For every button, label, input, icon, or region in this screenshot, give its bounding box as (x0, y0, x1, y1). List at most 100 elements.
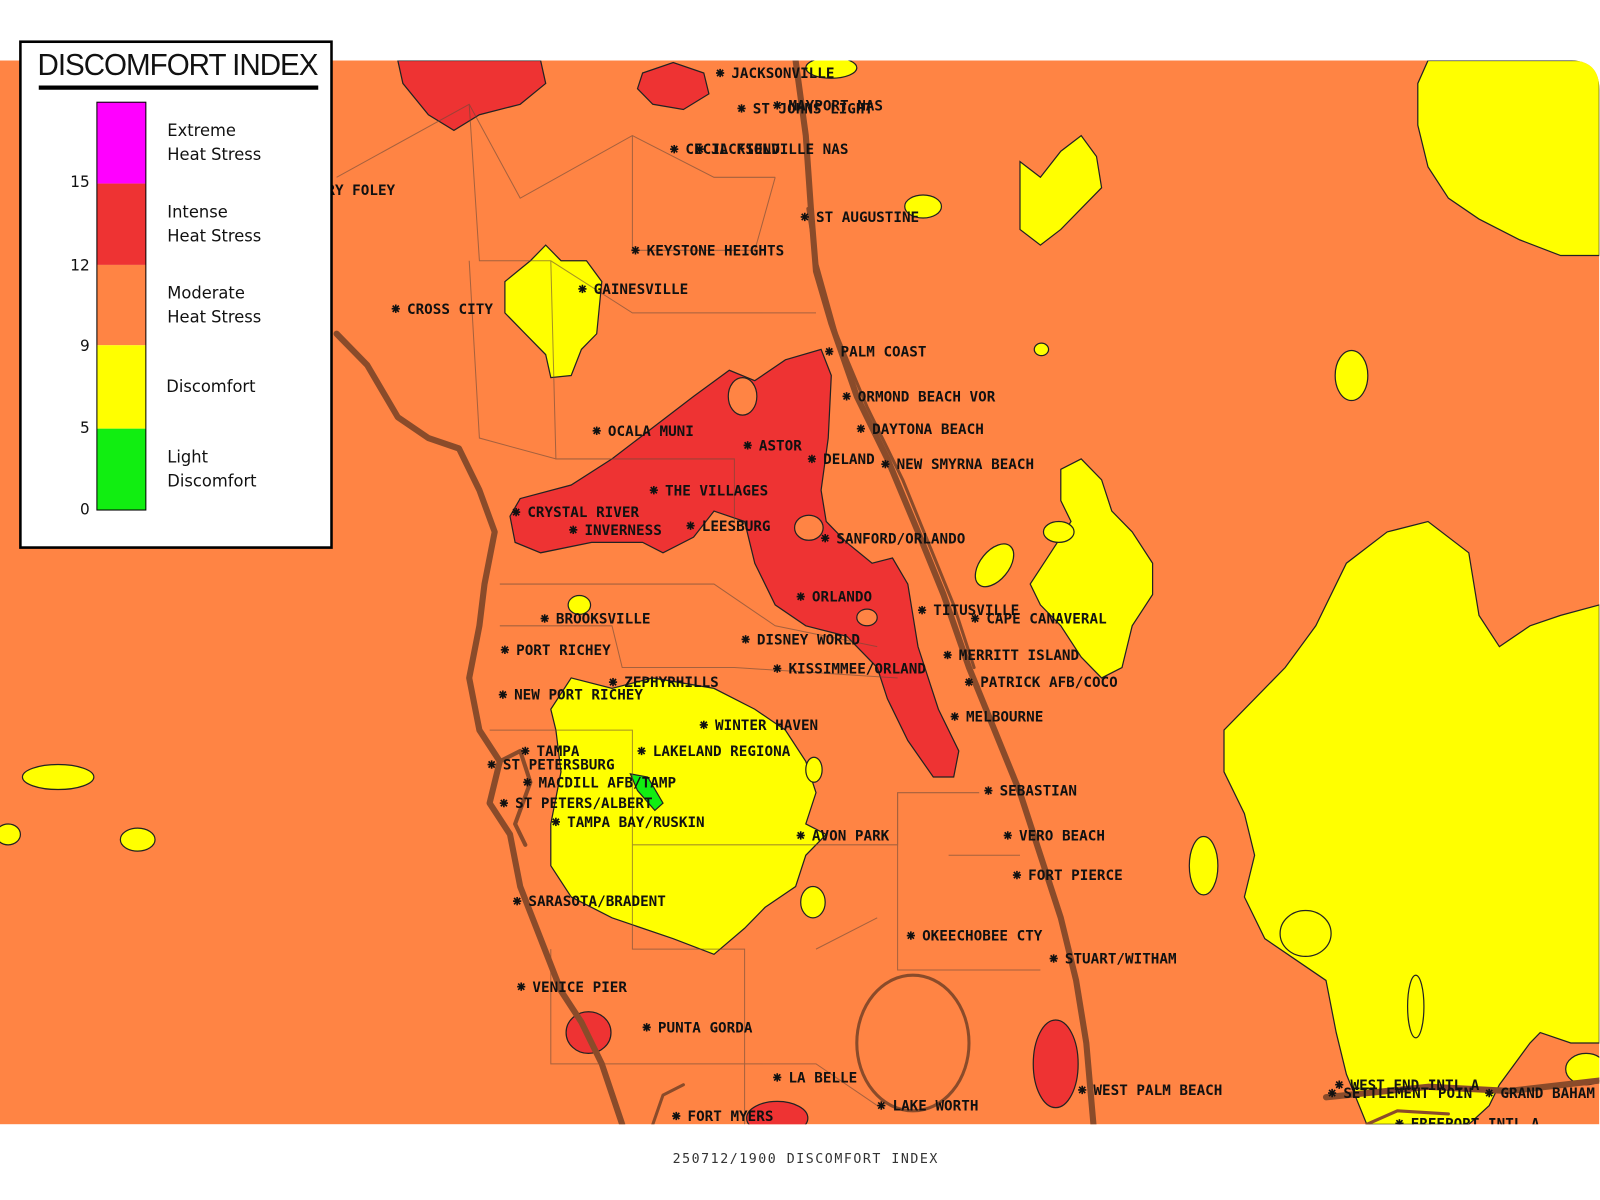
marker-stroke (1395, 1119, 1404, 1125)
legend-title: DISCOMFORT INDEX (37, 49, 318, 82)
station-marker (1003, 831, 1012, 840)
station-marker (1049, 954, 1058, 963)
station-label: PORT RICHEY (516, 643, 611, 659)
station-label: DISNEY WORLD (757, 632, 860, 648)
region (1223, 520, 1600, 1125)
marker-stroke (842, 392, 851, 401)
station-label: CAPE CANAVERAL (986, 611, 1107, 627)
region (904, 194, 943, 219)
station-label: OCALA MUNI (608, 424, 694, 440)
station-marker (1335, 1080, 1344, 1089)
station-marker (699, 720, 708, 730)
station-marker (950, 712, 959, 721)
station-label: KEYSTONE HEIGHTS (647, 243, 785, 259)
station-marker (1395, 1119, 1404, 1125)
legend-label: Heat Stress (167, 307, 261, 326)
marker-stroke (631, 246, 640, 255)
marker-stroke (881, 460, 889, 468)
marker-stroke (1078, 1086, 1086, 1094)
station-label: FORT PIERCE (1028, 868, 1123, 884)
station-label: PALM COAST (840, 344, 926, 360)
station-marker (877, 1101, 886, 1110)
legend-label: Extreme (167, 121, 236, 140)
county-lines (336, 103, 1041, 1125)
marker-stroke (808, 455, 816, 463)
region (727, 376, 758, 416)
region (636, 61, 710, 111)
station-label: ZEPHYRHILLS (624, 675, 719, 691)
station-label: PUNTA GORDA (658, 1020, 753, 1036)
station-marker (1328, 1088, 1337, 1098)
marker-stroke (741, 635, 750, 644)
station-label: LAKELAND REGIONA (653, 744, 791, 760)
station-marker (971, 614, 980, 623)
marker-stroke (512, 508, 520, 516)
marker-stroke (825, 347, 833, 356)
region (805, 756, 823, 783)
region (1019, 134, 1103, 246)
marker-stroke (1328, 1089, 1336, 1097)
marker-stroke (392, 305, 400, 313)
marker-stroke (523, 778, 531, 786)
marker-stroke (744, 441, 752, 450)
station-label: JACKSONVILLE (731, 66, 834, 82)
station-label: THE VILLAGES (665, 483, 768, 499)
marker-stroke (773, 101, 781, 110)
station-label: RY FOLEY (326, 183, 395, 199)
legend-swatch (96, 264, 146, 346)
marker-stroke (1335, 1081, 1343, 1089)
coastlines (333, 60, 1600, 1125)
marker-stroke (670, 145, 678, 153)
legend-threshold: 15 (70, 173, 89, 191)
station-label: TAMPA (537, 744, 580, 760)
station-marker (391, 304, 400, 313)
region (1188, 835, 1219, 896)
station-marker (773, 1073, 782, 1082)
station-marker (512, 507, 521, 517)
station-label: ORMOND BEACH VOR (858, 389, 996, 405)
station-label: KISSIMMEE/ORLAND (788, 662, 926, 678)
station-marker (523, 778, 532, 787)
region (1279, 909, 1332, 958)
marker-stroke (513, 897, 521, 905)
marker-stroke (686, 521, 695, 530)
station-marker (1012, 870, 1022, 880)
marker-stroke (857, 424, 865, 433)
marker-stroke (488, 760, 496, 769)
station-marker (796, 831, 805, 840)
region (800, 885, 826, 919)
station-label: VERO BEACH (1019, 828, 1105, 844)
region (856, 608, 878, 627)
marker-stroke (1013, 871, 1021, 879)
region (1406, 974, 1425, 1039)
region (567, 594, 592, 615)
station-marker (637, 746, 646, 756)
station-label: PATRICK AFB/COCO (980, 675, 1118, 691)
station-label: WEST PALM BEACH (1093, 1083, 1222, 1099)
station-marker (642, 1023, 651, 1032)
station-marker (917, 605, 927, 615)
region (629, 773, 664, 812)
station-marker (608, 677, 618, 687)
station-marker (842, 392, 851, 401)
legend-label: Heat Stress (167, 145, 261, 164)
station-marker (856, 424, 865, 433)
region (1417, 60, 1600, 257)
station-label: WINTER HAVEN (715, 718, 818, 734)
legend-label: Heat Stress (167, 226, 261, 245)
station-marker (521, 746, 530, 756)
station-marker (737, 104, 746, 113)
station-label: FORT MYERS (687, 1109, 773, 1125)
region (509, 348, 960, 778)
station-label: DAYTONA BEACH (872, 422, 984, 438)
region (1029, 458, 1154, 679)
station-marker (984, 786, 993, 795)
station-marker (631, 246, 640, 255)
region (397, 60, 547, 132)
marker-stroke (877, 1101, 885, 1110)
station-marker (825, 347, 834, 356)
marker-stroke (907, 931, 915, 940)
station-label: MAYPORT NAS (788, 98, 883, 114)
